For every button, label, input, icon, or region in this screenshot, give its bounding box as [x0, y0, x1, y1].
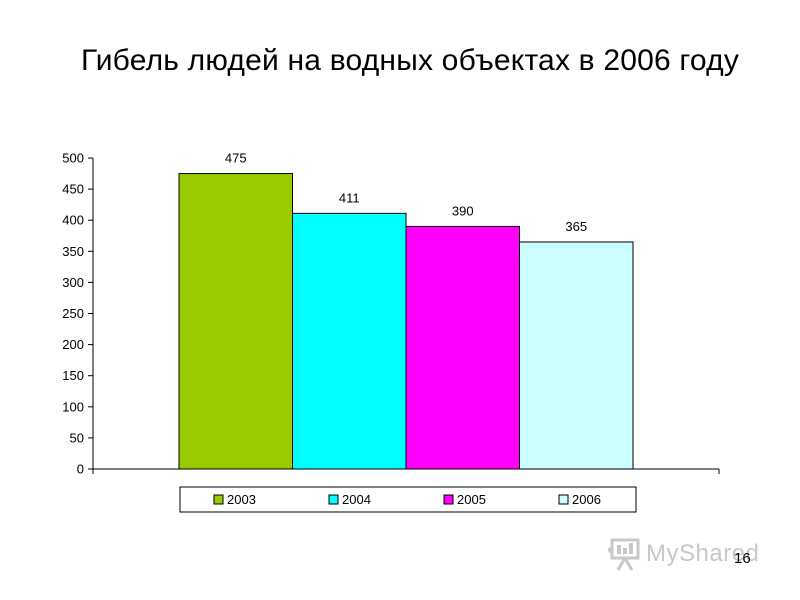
legend-box [179, 486, 637, 513]
bar-2003 [178, 173, 293, 470]
page-number: 16 [734, 550, 751, 567]
presentation-board-icon [608, 538, 640, 571]
legend-swatch-2005 [443, 494, 454, 505]
chart-data-labels: 475 411 390 365 [225, 151, 587, 234]
bar-2005 [405, 225, 520, 470]
legend-swatch-2003 [213, 494, 224, 505]
y-tick-label: 250 [62, 306, 84, 321]
y-tick-label: 500 [62, 151, 84, 166]
myshared-watermark: MyShared [606, 536, 766, 572]
y-tick-label: 100 [62, 399, 84, 414]
chart-bars [178, 173, 634, 470]
chart-legend: 2003 2004 2005 2006 [179, 486, 637, 513]
y-tick-label: 350 [62, 244, 84, 259]
legend-label-2006: 2006 [572, 492, 601, 507]
legend-swatch-2006 [558, 494, 569, 505]
data-label-2004: 411 [339, 190, 360, 205]
y-tick-label: 50 [70, 430, 84, 445]
legend-swatch-2004 [328, 494, 339, 505]
data-label-2005: 390 [452, 203, 474, 218]
y-tick-label: 400 [62, 213, 84, 228]
y-tick-label: 450 [62, 182, 84, 197]
bar-2004 [292, 212, 407, 470]
y-tick-label: 0 [77, 462, 84, 477]
y-tick-label: 300 [62, 275, 84, 290]
data-label-2006: 365 [565, 219, 587, 234]
y-tick-label: 200 [62, 337, 84, 352]
legend-label-2003: 2003 [227, 492, 256, 507]
bar-2006 [519, 241, 634, 470]
legend-label-2004: 2004 [342, 492, 371, 507]
chart-title: Гибель людей на водных объектах в 2006 г… [80, 44, 740, 77]
y-tick-label: 150 [62, 368, 84, 383]
legend-label-2005: 2005 [457, 492, 486, 507]
watermark-text: MyShared [646, 540, 760, 567]
data-label-2003: 475 [225, 151, 247, 166]
